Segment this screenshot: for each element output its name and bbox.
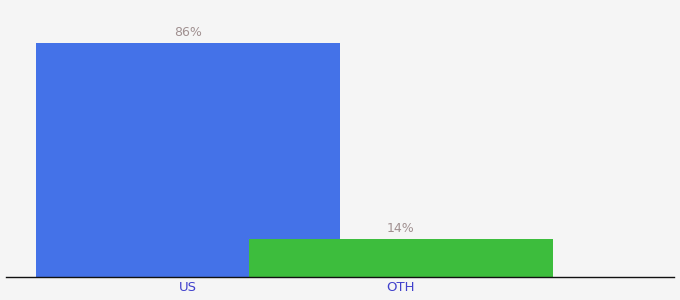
Bar xyxy=(249,238,553,277)
Text: 14%: 14% xyxy=(387,222,415,235)
Text: 86%: 86% xyxy=(174,26,202,39)
Bar xyxy=(36,44,340,277)
